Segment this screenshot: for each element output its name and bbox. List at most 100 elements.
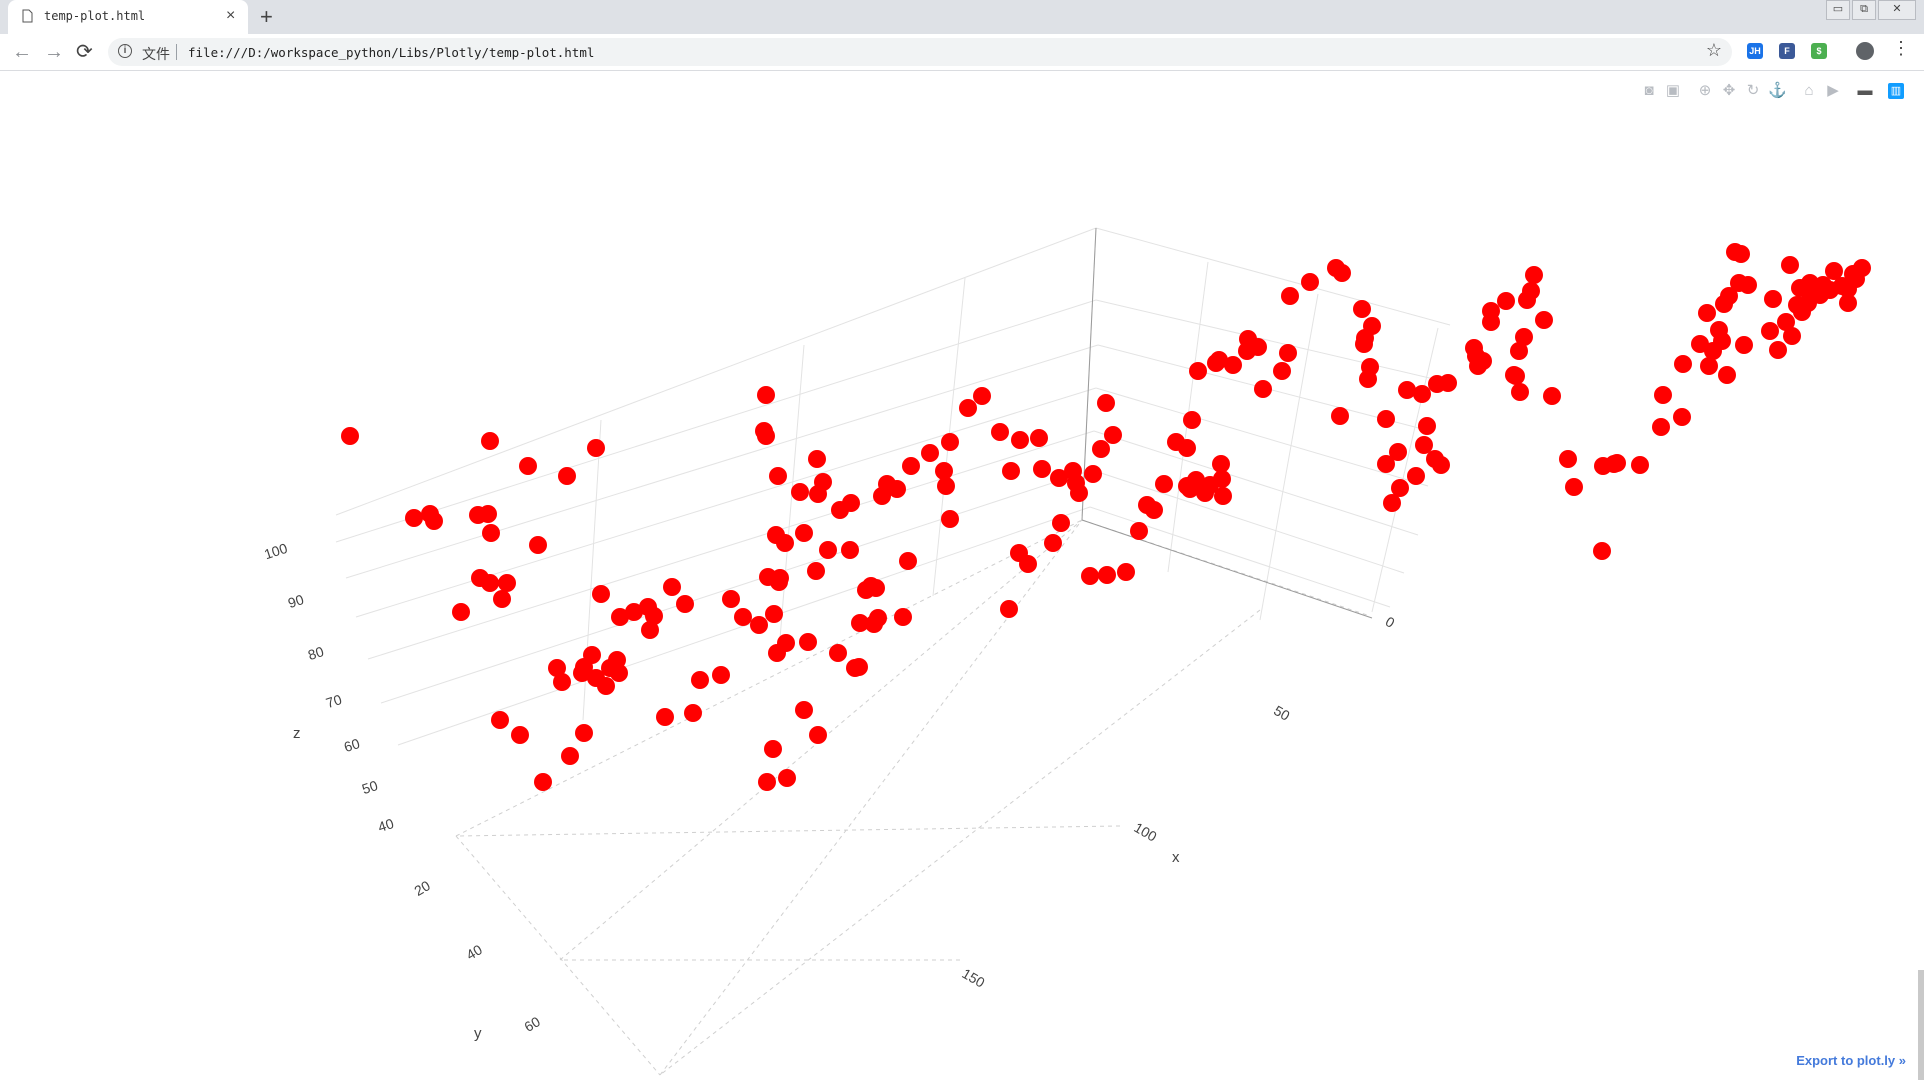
scatter-point[interactable] xyxy=(1155,475,1173,493)
export-link[interactable]: Export to plot.ly » xyxy=(1796,1053,1906,1068)
extension-jh-icon[interactable]: JH xyxy=(1747,43,1763,59)
scatter-point[interactable] xyxy=(1030,429,1048,447)
scatter-point[interactable] xyxy=(894,608,912,626)
close-window-button[interactable]: ✕ xyxy=(1878,0,1916,20)
scatter-point[interactable] xyxy=(625,603,643,621)
scatter-point[interactable] xyxy=(587,439,605,457)
scatter-point[interactable] xyxy=(807,562,825,580)
scatter-point[interactable] xyxy=(1098,566,1116,584)
address-bar[interactable]: i 文件 file:///D:/workspace_python/Libs/Pl… xyxy=(108,38,1732,66)
scatter-point[interactable] xyxy=(1853,259,1871,277)
scatter-point[interactable] xyxy=(491,711,509,729)
scatter-point[interactable] xyxy=(573,664,591,682)
scatter-point[interactable] xyxy=(809,726,827,744)
scatter-point[interactable] xyxy=(1718,366,1736,384)
scatter-point[interactable] xyxy=(1608,454,1626,472)
scatter-point[interactable] xyxy=(814,473,832,491)
pan-icon[interactable]: ✥ xyxy=(1722,82,1736,99)
scatter-point[interactable] xyxy=(341,427,359,445)
scatter-point[interactable] xyxy=(1698,304,1716,322)
profile-avatar[interactable] xyxy=(1856,42,1874,60)
scatter-point[interactable] xyxy=(777,634,795,652)
scatter-point[interactable] xyxy=(1764,290,1782,308)
home-icon[interactable]: ⌂ xyxy=(1804,82,1814,99)
scatter-point[interactable] xyxy=(1465,339,1483,357)
scatter-point[interactable] xyxy=(1044,534,1062,552)
scatter3d-plot[interactable]: 100 90 80 70 60 50 40 z 20 40 60 y 0 50 … xyxy=(0,71,1924,1080)
scatter-point[interactable] xyxy=(1281,287,1299,305)
scatter-point[interactable] xyxy=(1732,245,1750,263)
scatter-point[interactable] xyxy=(1505,366,1523,384)
scatter-point[interactable] xyxy=(869,609,887,627)
scatter-point[interactable] xyxy=(770,573,788,591)
scatter-point[interactable] xyxy=(1377,455,1395,473)
extension-f-icon[interactable]: F xyxy=(1779,43,1795,59)
zoom-icon[interactable]: ⊕ xyxy=(1698,82,1712,99)
minimize-button[interactable]: ▭ xyxy=(1826,0,1850,20)
scatter-point[interactable] xyxy=(991,423,1009,441)
scatter-point[interactable] xyxy=(851,614,869,632)
scatter-point[interactable] xyxy=(819,541,837,559)
extension-dollar-icon[interactable]: $ xyxy=(1811,43,1827,59)
new-tab-button[interactable]: + xyxy=(260,4,273,29)
scatter-point[interactable] xyxy=(1594,457,1612,475)
scatter-point[interactable] xyxy=(592,585,610,603)
scatter-point[interactable] xyxy=(888,480,906,498)
scatter-point[interactable] xyxy=(1593,542,1611,560)
scatter-point[interactable] xyxy=(1522,282,1540,300)
scatter-point[interactable] xyxy=(799,633,817,651)
scatter-point[interactable] xyxy=(750,616,768,634)
scatter-point[interactable] xyxy=(1497,292,1515,310)
scatter-point[interactable] xyxy=(941,510,959,528)
scatter-point[interactable] xyxy=(1803,287,1821,305)
scatter-point[interactable] xyxy=(758,773,776,791)
scatter-point[interactable] xyxy=(1187,471,1205,489)
scatter-point[interactable] xyxy=(1070,484,1088,502)
scatter-point[interactable] xyxy=(722,590,740,608)
scatter-point[interactable] xyxy=(1224,356,1242,374)
scatter-point[interactable] xyxy=(597,677,615,695)
scatter-point[interactable] xyxy=(769,467,787,485)
scatter-point[interactable] xyxy=(1214,487,1232,505)
scatter-point[interactable] xyxy=(481,432,499,450)
scatter-point[interactable] xyxy=(776,534,794,552)
scatter-point[interactable] xyxy=(791,483,809,501)
scatter-point[interactable] xyxy=(1535,311,1553,329)
scatter-point[interactable] xyxy=(1092,440,1110,458)
browser-tab[interactable]: temp-plot.html × xyxy=(8,0,248,34)
video-icon[interactable]: ▶ xyxy=(1827,82,1839,99)
scatter-point[interactable] xyxy=(1398,381,1416,399)
scatter-point[interactable] xyxy=(1377,410,1395,428)
scatter-point[interactable] xyxy=(1482,313,1500,331)
scatter-point[interactable] xyxy=(1359,370,1377,388)
scatter-point[interactable] xyxy=(471,569,489,587)
scatter-point[interactable] xyxy=(1279,344,1297,362)
scatter-point[interactable] xyxy=(1652,418,1670,436)
scatter-point[interactable] xyxy=(712,666,730,684)
scatter-point[interactable] xyxy=(1353,300,1371,318)
scatter-point[interactable] xyxy=(1439,374,1457,392)
scatter-point[interactable] xyxy=(1011,431,1029,449)
scatter-point[interactable] xyxy=(553,673,571,691)
scatter-point[interactable] xyxy=(1418,417,1436,435)
scatter-point[interactable] xyxy=(1720,287,1738,305)
scatter-point[interactable] xyxy=(493,590,511,608)
scatter-point[interactable] xyxy=(663,578,681,596)
scatter-point[interactable] xyxy=(1212,455,1230,473)
scrollbar-thumb[interactable] xyxy=(1918,970,1924,1080)
scatter-point[interactable] xyxy=(1391,479,1409,497)
scatter-point[interactable] xyxy=(1033,460,1051,478)
scatter-point[interactable] xyxy=(1654,386,1672,404)
scatter-point[interactable] xyxy=(795,524,813,542)
scatter-point[interactable] xyxy=(846,659,864,677)
scatter-point[interactable] xyxy=(1769,341,1787,359)
scatter-point[interactable] xyxy=(1189,362,1207,380)
save-icon[interactable]: ▣ xyxy=(1665,82,1681,99)
scatter-point[interactable] xyxy=(1735,336,1753,354)
scatter-point[interactable] xyxy=(534,773,552,791)
scatter-point[interactable] xyxy=(1249,338,1267,356)
scatter-point[interactable] xyxy=(1793,303,1811,321)
scatter-point[interactable] xyxy=(1301,273,1319,291)
scatter-point[interactable] xyxy=(1413,385,1431,403)
scatter-point[interactable] xyxy=(829,644,847,662)
